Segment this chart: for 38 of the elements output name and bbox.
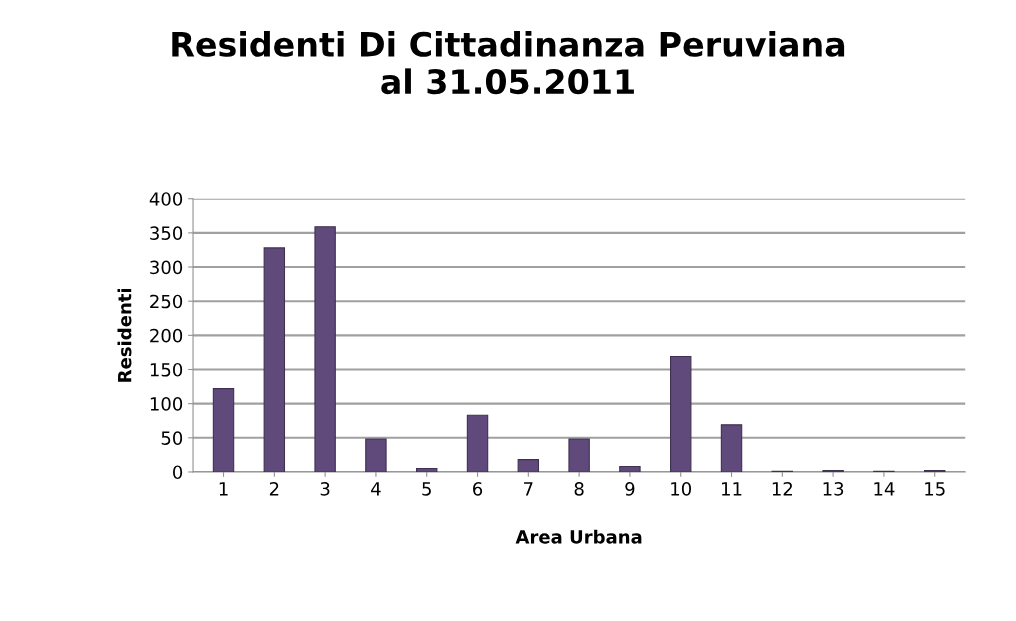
x-tick-label: 2 xyxy=(269,482,279,496)
bar xyxy=(416,467,438,472)
x-tick-label: 5 xyxy=(422,482,431,496)
x-tick-label: 9 xyxy=(625,482,635,496)
bar xyxy=(720,424,743,472)
y-tick-label: 100 xyxy=(150,397,183,411)
x-tick-label: 8 xyxy=(574,482,584,496)
chart-title: Residenti Di Cittadinanza Peruviana al 31.05.2011 xyxy=(172,31,845,95)
x-tick-label: 14 xyxy=(874,482,895,496)
x-tick-label: 15 xyxy=(925,482,945,496)
bar xyxy=(670,355,692,472)
y-axis-title: Residenti xyxy=(117,288,132,382)
x-tick-label: 13 xyxy=(823,482,844,496)
x-tick-label: 12 xyxy=(772,482,792,496)
bar xyxy=(466,414,489,472)
y-tick-label: 200 xyxy=(150,328,183,343)
bar xyxy=(568,438,590,472)
x-tick-label: 1 xyxy=(219,482,228,496)
x-tick-label: 7 xyxy=(524,482,533,496)
bar xyxy=(517,459,540,472)
x-tick-label: 3 xyxy=(320,482,330,496)
x-axis-title: Area Urbana xyxy=(515,529,642,544)
y-tick-label: 150 xyxy=(150,362,183,377)
bar xyxy=(619,465,641,472)
bar xyxy=(365,438,387,472)
x-tick-label: 11 xyxy=(722,482,742,496)
x-tick-label: 4 xyxy=(371,482,381,496)
x-tick-label: 10 xyxy=(671,482,692,496)
bar xyxy=(263,247,286,472)
y-tick-label: 250 xyxy=(150,294,183,309)
y-tick-label: 400 xyxy=(149,192,183,206)
bar xyxy=(314,226,336,472)
bar xyxy=(212,388,235,472)
x-tick-label: 6 xyxy=(473,482,483,496)
y-tick-label: 350 xyxy=(150,226,183,240)
y-tick-label: 50 xyxy=(161,431,183,445)
y-tick-label: 0 xyxy=(173,465,183,480)
y-tick-label: 300 xyxy=(150,260,183,275)
